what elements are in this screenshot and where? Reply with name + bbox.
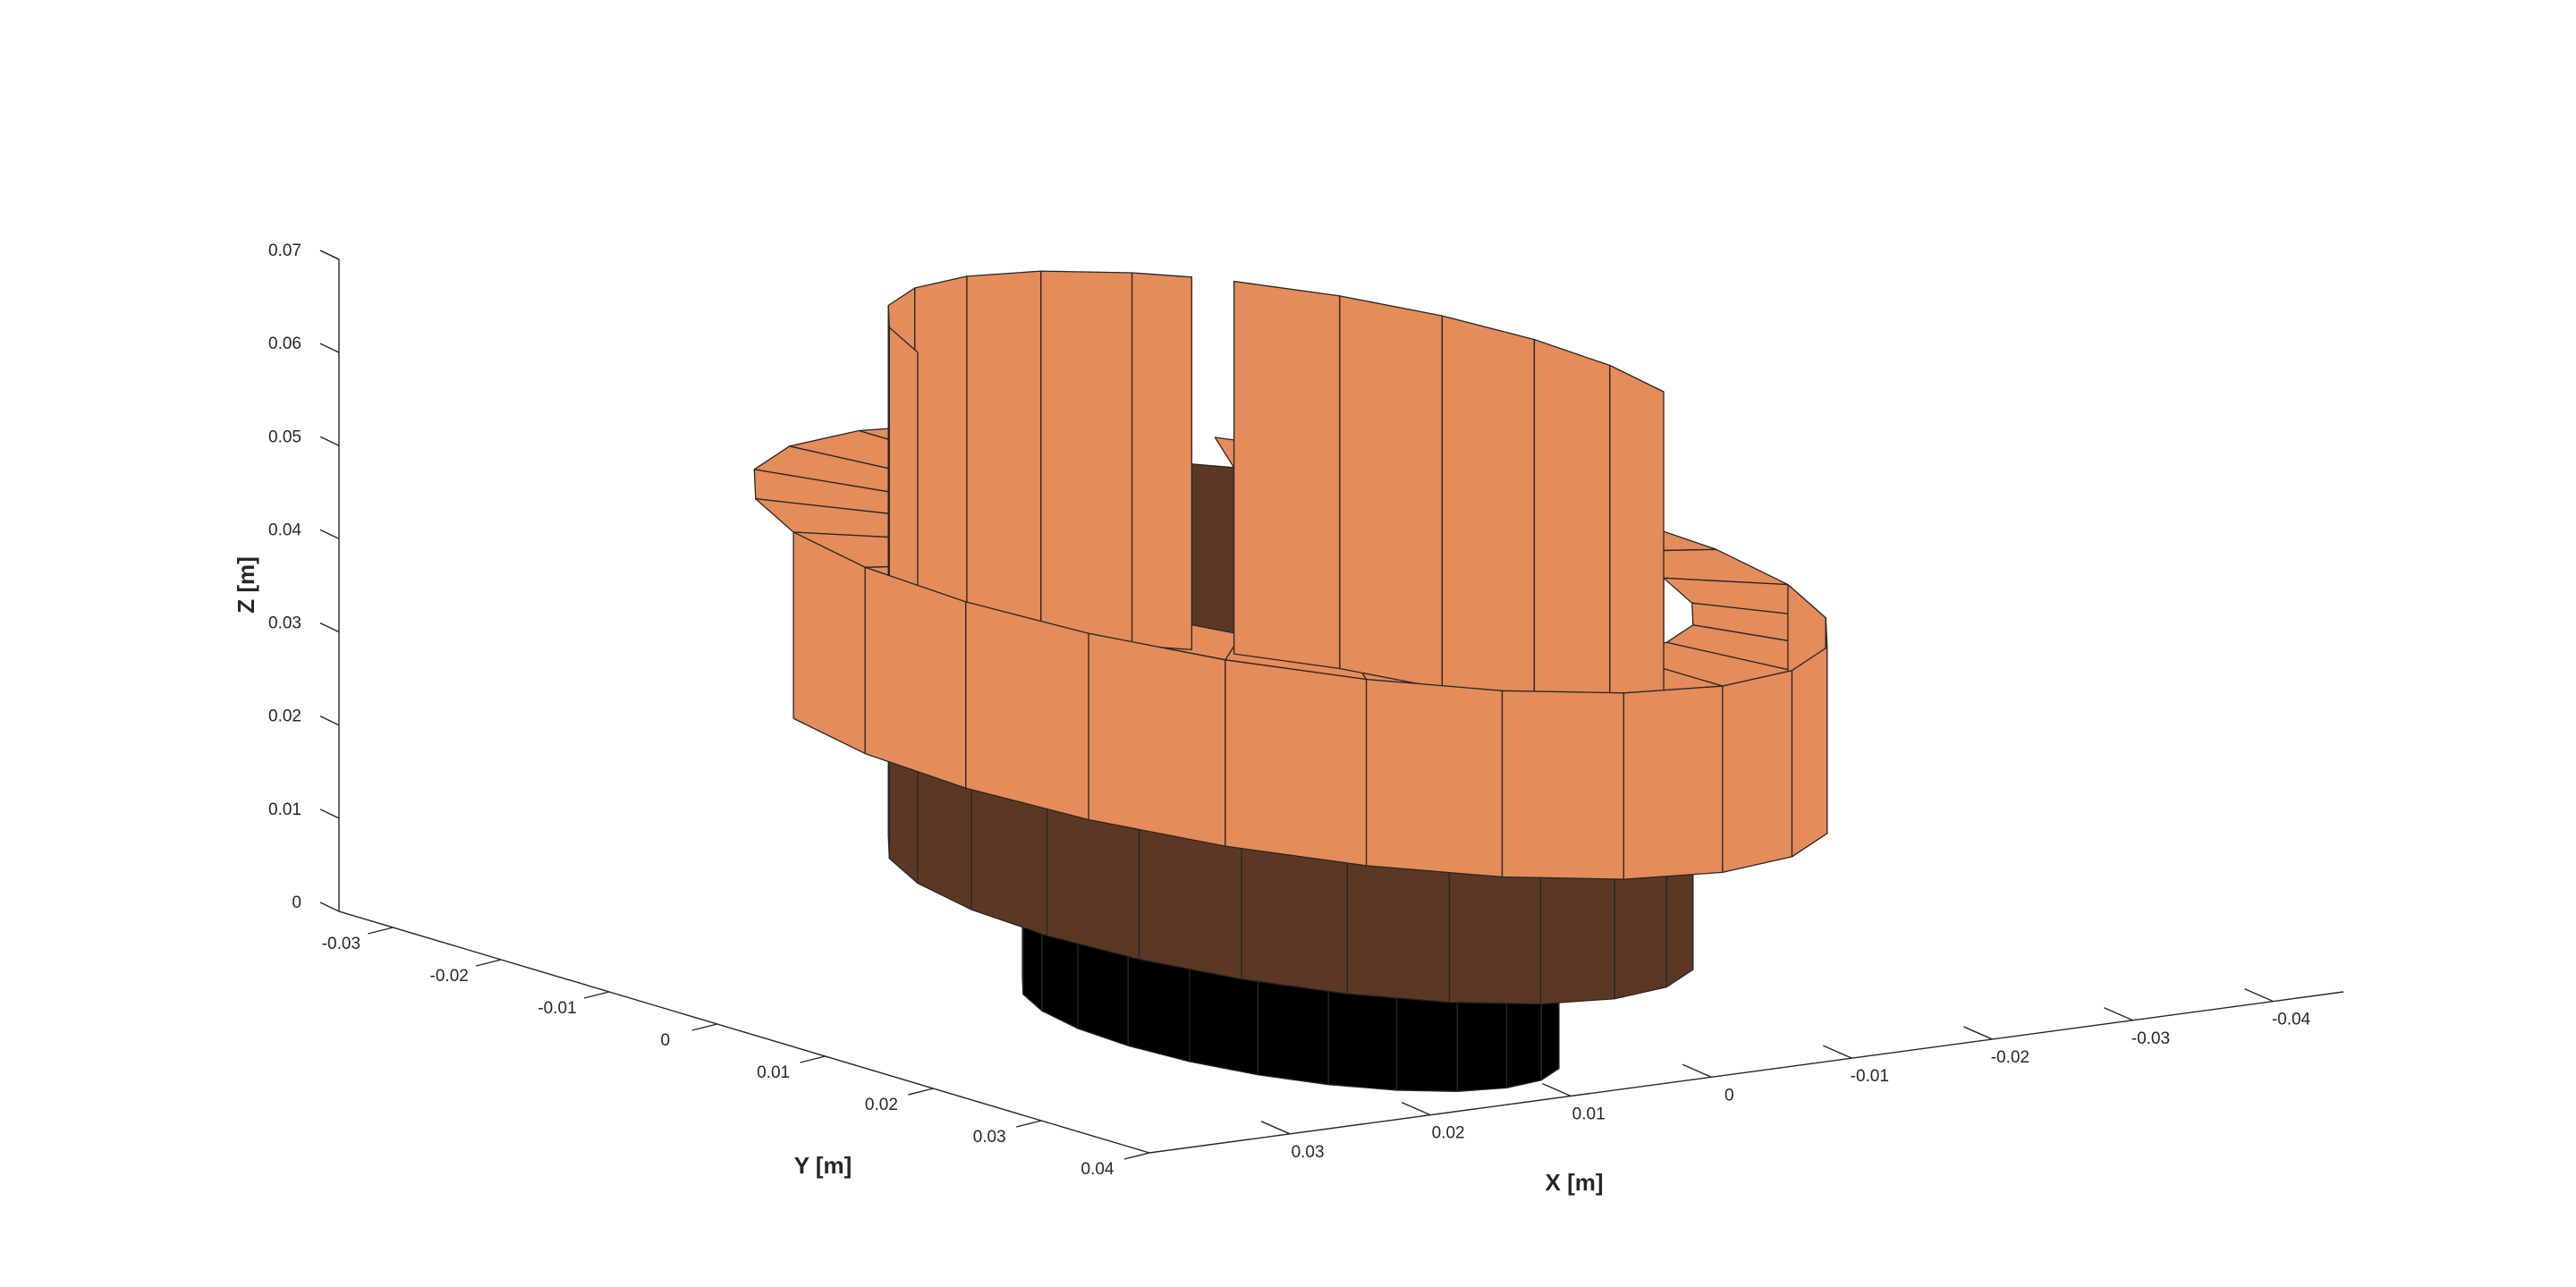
y-tick-mark	[800, 1055, 826, 1063]
ring-wall-facet	[1339, 295, 1444, 690]
x-tick-label: 0	[1724, 1086, 1734, 1105]
ring-wall-facet	[1088, 632, 1226, 847]
x-tick-label: -0.04	[2272, 1011, 2311, 1029]
x-tick-mark	[2104, 1007, 2133, 1021]
z-tick-mark	[319, 529, 340, 540]
ring-wall-facet	[1040, 270, 1133, 647]
x-tick-label: -0.02	[1991, 1048, 2029, 1067]
ring-wall-facet	[1233, 280, 1341, 670]
y-tick-mark	[583, 991, 610, 999]
z-tick-mark	[319, 809, 340, 819]
x-tick-mark	[1260, 1121, 1291, 1135]
ring-wall-facet	[864, 566, 967, 789]
ring-wall-facet	[792, 531, 866, 755]
z-tick-label: 0.04	[268, 521, 301, 539]
x-tick-mark	[2244, 987, 2274, 1003]
y-axis-label: Y [m]	[794, 1152, 852, 1179]
y-tick-mark	[908, 1088, 934, 1096]
ring-wall-facet	[1441, 315, 1536, 713]
z-tick-mark	[319, 343, 340, 353]
ring-wall-facet	[1365, 678, 1504, 878]
ring-wall-facet	[1501, 690, 1624, 880]
z-tick-mark	[319, 250, 340, 260]
x-tick-label: 0.03	[1292, 1143, 1325, 1162]
z-tick-mark	[319, 622, 340, 633]
z-tick-mark	[319, 436, 340, 446]
y-tick-label: 0.04	[1081, 1160, 1114, 1179]
y-tick-label: -0.01	[538, 999, 576, 1018]
z-tick-label: 0.07	[268, 241, 301, 260]
x-tick-mark	[1682, 1063, 1712, 1078]
y-tick-label: -0.03	[322, 935, 360, 953]
y-tick-mark	[368, 927, 394, 935]
z-tick-mark	[319, 902, 340, 912]
z-tick-label: 0.02	[268, 707, 301, 726]
z-tick-label: 0.03	[268, 614, 301, 633]
y-tick-label: 0.01	[757, 1063, 790, 1082]
z-tick-label: 0.05	[268, 428, 301, 446]
x-tick-label: -0.03	[2131, 1029, 2170, 1048]
x-tick-mark	[1963, 1026, 1993, 1040]
z-axis-line	[319, 250, 340, 911]
y-axis-line	[338, 910, 1150, 1154]
ring-wall-facet	[1791, 647, 1828, 858]
x-tick-mark	[1823, 1045, 1852, 1059]
y-tick-mark	[476, 959, 502, 967]
z-tick-label: 0.06	[268, 334, 301, 353]
ring-wall-facet	[1131, 272, 1193, 651]
ticks-layer: 0.03 0.02 0.01 0 -0.01 -0.02 -0.03 -0.04 -0.03 -0…	[268, 241, 2311, 1179]
x-tick-label: -0.01	[1851, 1067, 1889, 1086]
y-tick-label: 0	[661, 1031, 671, 1050]
ring-wall-facet	[966, 270, 1042, 650]
y-tick-mark	[691, 1023, 717, 1031]
y-tick-mark	[1016, 1120, 1042, 1128]
z-tick-label: 0	[292, 893, 301, 912]
ring-wall-facet	[1533, 338, 1611, 739]
z-tick-label: 0.01	[268, 800, 301, 819]
y-tick-label: 0.03	[973, 1128, 1006, 1147]
y-tick-mark	[1123, 1152, 1150, 1160]
ring-wall-facet	[1623, 685, 1724, 880]
x-axis-line	[1148, 991, 2344, 1154]
y-tick-label: 0.02	[865, 1096, 898, 1114]
z-axis-label: Z [m]	[233, 556, 259, 614]
x-axis-label: X [m]	[1546, 1169, 1604, 1196]
x-tick-mark	[1401, 1102, 1431, 1116]
solids-layer	[753, 270, 1828, 1092]
ring-wall-facet	[965, 601, 1089, 821]
x-tick-label: 0.02	[1432, 1124, 1465, 1143]
z-tick-mark	[319, 715, 340, 726]
ring-wall-facet	[1722, 670, 1793, 874]
ring-wall-facet	[1224, 659, 1368, 867]
y-tick-label: -0.02	[430, 967, 469, 986]
x-tick-mark	[1541, 1082, 1572, 1097]
x-tick-label: 0.01	[1572, 1105, 1606, 1123]
